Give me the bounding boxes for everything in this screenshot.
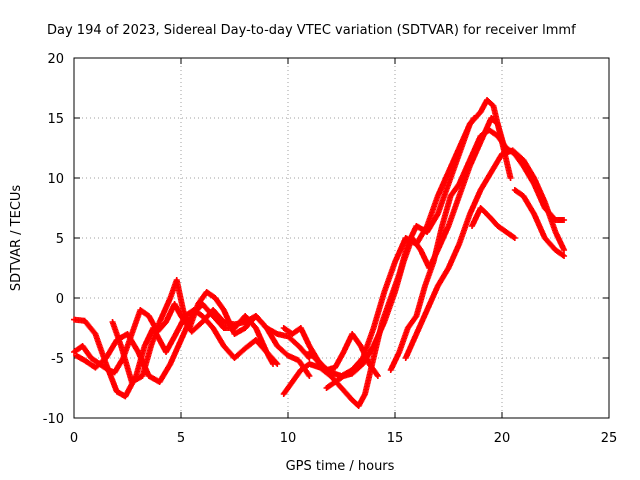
data-point: [270, 361, 277, 367]
y-tick-label: 10: [47, 172, 64, 187]
x-tick-label: 0: [70, 431, 78, 446]
data-point: [507, 175, 514, 181]
series-pass-3: [73, 301, 277, 385]
x-tick-label: 10: [280, 431, 297, 446]
x-tick-label: 20: [494, 431, 511, 446]
y-tick-label: 5: [56, 232, 64, 247]
y-tick-label: 20: [47, 52, 64, 67]
y-tick-label: 15: [47, 112, 64, 127]
grid-lines: [74, 58, 609, 418]
x-axis-ticks: 0 5 10 15 20 25: [70, 58, 617, 446]
chart-title: Day 194 of 2023, Sidereal Day-to-day VTE…: [47, 23, 576, 38]
y-axis-ticks: -10 -5 0 5 10 15 20: [43, 52, 609, 427]
x-axis-label: GPS time / hours: [286, 459, 395, 474]
series-pass-7: [306, 97, 514, 379]
data-point: [511, 235, 518, 241]
data-series: [71, 97, 568, 409]
x-tick-label: 5: [177, 431, 185, 446]
series-pass-12: [511, 187, 568, 259]
data-point: [561, 247, 568, 253]
data-point: [561, 253, 568, 259]
series-pass-6: [280, 115, 478, 409]
data-point: [561, 217, 568, 223]
series-pass-4: [109, 277, 313, 385]
series-pass-11: [469, 205, 518, 241]
x-tick-label: 25: [601, 431, 618, 446]
y-tick-label: 0: [56, 292, 64, 307]
y-tick-label: -5: [51, 352, 64, 367]
y-axis-label: SDTVAR / TECUs: [9, 185, 24, 292]
y-tick-label: -10: [43, 412, 64, 427]
data-point: [306, 373, 313, 379]
series-pass-10: [402, 147, 568, 361]
x-tick-label: 15: [387, 431, 404, 446]
data-point: [374, 373, 381, 379]
series-pass-8: [323, 115, 510, 391]
